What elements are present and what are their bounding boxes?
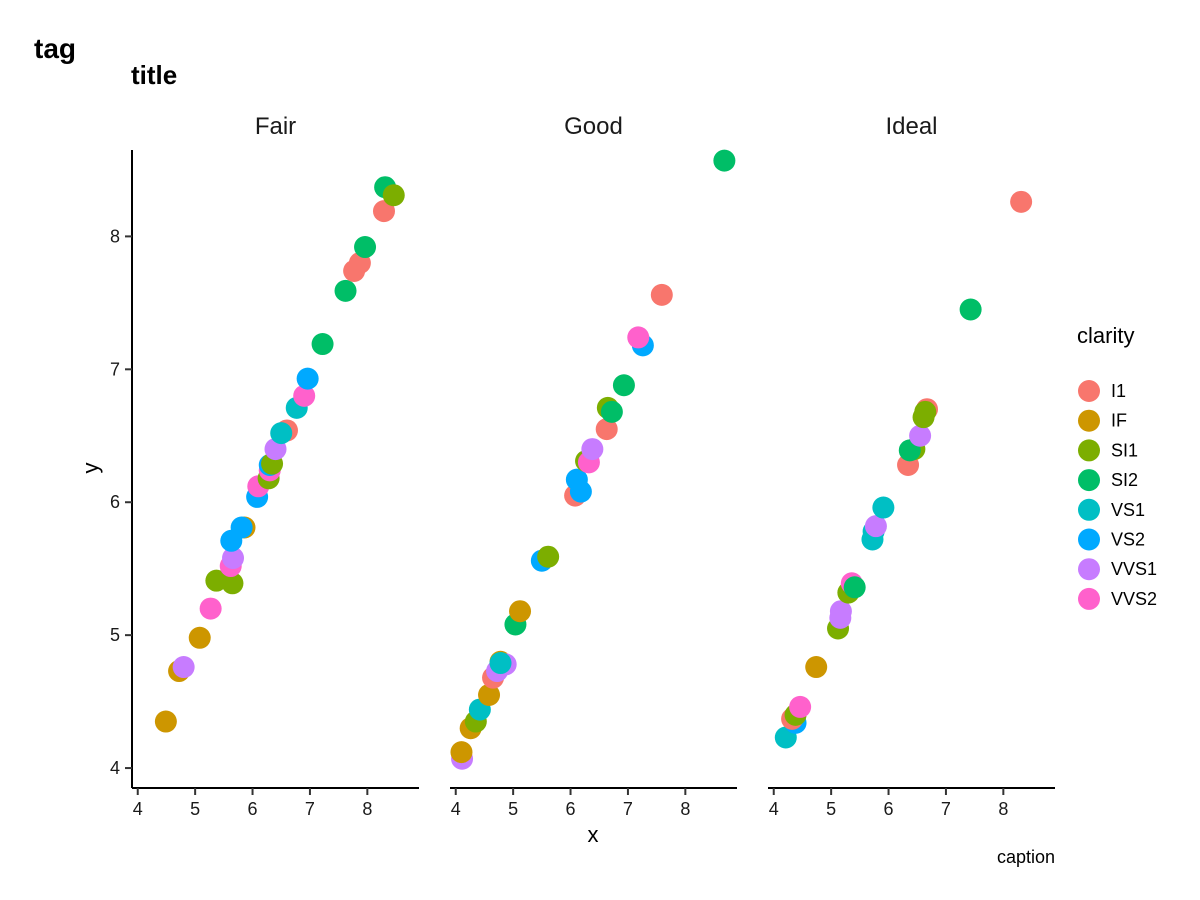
legend-label-vvs1: VVS1	[1111, 559, 1157, 579]
data-point-vvs2	[293, 384, 316, 407]
legend-key-si1	[1078, 439, 1100, 462]
legend-label-i1: I1	[1111, 381, 1126, 401]
legend-label-vs1: VS1	[1111, 500, 1145, 520]
data-point-si2	[612, 374, 635, 397]
data-point-vs2	[230, 516, 253, 539]
y-tick-label: 6	[110, 492, 120, 512]
data-point-vvs1	[829, 600, 852, 623]
legend-label-if: IF	[1111, 411, 1127, 431]
x-tick-label: 6	[884, 799, 894, 819]
facet-panels: Fair 4 5 6 7 8 Good 4 5 6 7 8 Ideal 4 5 6 7 8	[132, 113, 1055, 819]
data-point-si2	[311, 333, 334, 356]
x-tick-label: 8	[998, 799, 1008, 819]
x-tick-label: 5	[190, 799, 200, 819]
data-point-si2	[600, 400, 623, 423]
x-tick-label: 7	[305, 799, 315, 819]
data-point-if	[478, 683, 501, 706]
legend-title: clarity	[1077, 323, 1134, 348]
y-tick-label: 4	[110, 758, 120, 778]
data-point-vvs1	[864, 515, 887, 538]
data-point-if	[805, 656, 828, 679]
data-point-vs2	[565, 468, 588, 491]
data-point-vvs1	[581, 438, 604, 461]
x-tick-label: 5	[508, 799, 518, 819]
y-tick-label: 5	[110, 625, 120, 645]
facet-panel-good: Good 4 5 6 7 8	[450, 113, 737, 819]
data-point-si1	[912, 406, 935, 429]
x-tick-label: 8	[362, 799, 372, 819]
legend-label-vs2: VS2	[1111, 530, 1145, 550]
y-axis-title: y	[78, 463, 103, 474]
x-tick-label: 4	[769, 799, 779, 819]
legend-key-i1	[1078, 380, 1100, 402]
data-point-if	[450, 741, 473, 764]
x-tick-label: 4	[451, 799, 461, 819]
facet-panel-fair: Fair 4 5 6 7 8	[132, 113, 419, 819]
x-tick-label: 6	[248, 799, 258, 819]
facet-strip-label: Good	[564, 113, 623, 140]
y-axis: 4 5 6 7 8	[110, 150, 133, 788]
data-point-vs1	[489, 652, 512, 675]
plot-title: title	[131, 60, 177, 90]
legend-key-if	[1078, 409, 1100, 432]
data-point-si1	[221, 572, 244, 595]
x-axis-title: x	[588, 822, 599, 847]
data-point-vs1	[872, 496, 895, 519]
data-point-si2	[334, 279, 357, 302]
data-point-si1	[382, 184, 405, 207]
y-tick-label: 7	[110, 359, 120, 379]
data-point-vvs1	[222, 547, 245, 570]
data-point-if	[154, 710, 177, 733]
data-point-si1	[537, 545, 560, 568]
x-tick-label: 7	[941, 799, 951, 819]
plot-tag: tag	[34, 33, 76, 64]
legend-key-vs2	[1078, 528, 1100, 551]
data-point-vvs2	[789, 695, 812, 718]
data-point-si2	[959, 298, 982, 321]
facet-strip-label: Ideal	[885, 113, 937, 140]
x-tick-label: 6	[566, 799, 576, 819]
data-point-si2	[354, 236, 377, 259]
legend-key-vvs2	[1078, 587, 1100, 610]
facet-strip-label: Fair	[255, 113, 296, 140]
y-tick-label: 8	[110, 226, 120, 246]
data-point-vs2	[296, 367, 319, 390]
legend-label-vvs2: VVS2	[1111, 589, 1157, 609]
legend-label-si2: SI2	[1111, 470, 1138, 490]
data-point-si2	[843, 576, 866, 599]
data-point-vvs2	[199, 597, 222, 620]
x-tick-label: 8	[680, 799, 690, 819]
data-point-i1	[595, 418, 618, 441]
data-point-if	[509, 600, 532, 623]
legend-label-si1: SI1	[1111, 440, 1138, 460]
data-point-i1	[372, 200, 395, 223]
data-point-vvs1	[172, 656, 195, 679]
facet-panel-ideal: Ideal 4 5 6 7 8	[768, 113, 1055, 819]
x-tick-label: 5	[826, 799, 836, 819]
data-point-vvs2	[627, 326, 650, 349]
data-point-i1	[1010, 190, 1033, 213]
legend-key-vvs1	[1078, 558, 1100, 581]
legend-key-vs1	[1078, 498, 1100, 521]
x-tick-label: 4	[133, 799, 143, 819]
data-point-if	[188, 626, 211, 649]
legend: clarity I1 IF SI1 SI2 VS1 VS2 VVS1 VVS2	[1077, 323, 1157, 610]
data-point-si2	[713, 149, 736, 172]
data-point-vvs1	[909, 424, 932, 447]
plot-caption: caption	[997, 847, 1055, 867]
data-point-vs1	[270, 422, 293, 445]
legend-key-si2	[1078, 469, 1100, 492]
data-point-i1	[650, 283, 673, 306]
x-tick-label: 7	[623, 799, 633, 819]
